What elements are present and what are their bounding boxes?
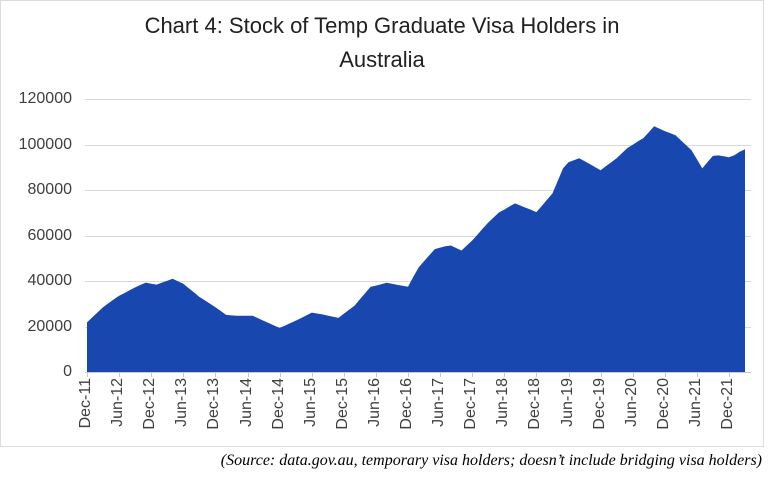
x-axis-tick [151, 373, 153, 377]
x-tick-label: Jun-21 [686, 378, 704, 427]
y-tick-label: 100000 [18, 135, 72, 153]
x-axis-tick [536, 373, 538, 377]
y-tick-label: 0 [63, 363, 72, 380]
x-axis-tick [632, 373, 634, 377]
gridline-60000 [85, 235, 751, 237]
x-axis-tick [343, 373, 345, 377]
x-axis-tick [215, 373, 217, 377]
x-axis-tick [87, 373, 88, 377]
x-axis-tick [600, 373, 602, 377]
gridline-80000 [85, 190, 751, 191]
x-tick-label: Jun-12 [109, 378, 127, 427]
y-tick-label: 60000 [27, 226, 73, 244]
plot-area: 0 20000 40000 60000 80000 100000 120000 Dec-11 J… [1, 1, 763, 446]
area-series [87, 126, 745, 372]
x-tick-label: Jun-16 [365, 378, 383, 427]
chart-panel: Chart 4: Stock of Temp Graduate Visa Hol… [0, 0, 764, 447]
x-axis-tick [504, 373, 506, 377]
x-axis-tick [729, 373, 730, 377]
x-tick-label: Jun-13 [173, 378, 191, 427]
x-tick-label: Jun-14 [237, 378, 255, 427]
x-tick-label: Jun-17 [430, 378, 448, 427]
chart-title-line1: Chart 4: Stock of Temp Graduate Visa Hol… [144, 13, 620, 38]
x-tick-label: Dec-15 [333, 378, 351, 430]
x-tick-label: Dec-14 [269, 378, 287, 430]
chart-title-line2: Australia [339, 47, 425, 72]
gridline-100000 [85, 144, 751, 146]
x-axis-tick [279, 373, 281, 377]
x-tick-label: Dec-11 [77, 378, 94, 429]
x-tick-label: Dec-17 [462, 378, 480, 430]
x-tick-label: Jun-15 [301, 378, 319, 427]
x-axis-tick [408, 373, 409, 377]
x-axis-tick [696, 373, 698, 377]
x-tick-label: Dec-18 [526, 378, 544, 430]
x-tick-label: Jun-18 [494, 378, 512, 427]
x-tick-label: Jun-19 [558, 378, 576, 427]
y-tick-label: 80000 [27, 181, 73, 198]
x-tick-label: Dec-19 [590, 378, 608, 430]
x-axis-tick [472, 373, 474, 377]
chart-title: Chart 4: Stock of Temp Graduate Visa Hol… [1, 9, 763, 77]
x-axis-tick [440, 373, 442, 377]
x-tick-label: Dec-13 [205, 378, 223, 430]
x-tick-label: Dec-20 [654, 378, 672, 430]
y-tick-label: 20000 [27, 317, 73, 335]
source-note: (Source: data.gov.au, temporary visa hol… [220, 452, 762, 469]
x-axis-line [85, 372, 751, 373]
x-tick-label: Jun-20 [622, 378, 640, 427]
x-axis-tick [183, 373, 185, 377]
x-axis-tick [568, 373, 570, 377]
gridline-120000 [85, 99, 751, 100]
x-axis-tick [247, 373, 249, 377]
x-axis-tick [375, 373, 377, 377]
x-axis-tick [311, 373, 313, 377]
x-axis-tick [119, 373, 121, 377]
x-axis-tick [664, 373, 666, 377]
x-tick-label: Dec-21 [719, 378, 736, 430]
x-tick-label: Dec-12 [141, 378, 159, 430]
y-tick-label: 40000 [27, 272, 73, 289]
x-tick-label: Dec-16 [398, 378, 415, 430]
y-tick-label: 120000 [18, 90, 72, 107]
